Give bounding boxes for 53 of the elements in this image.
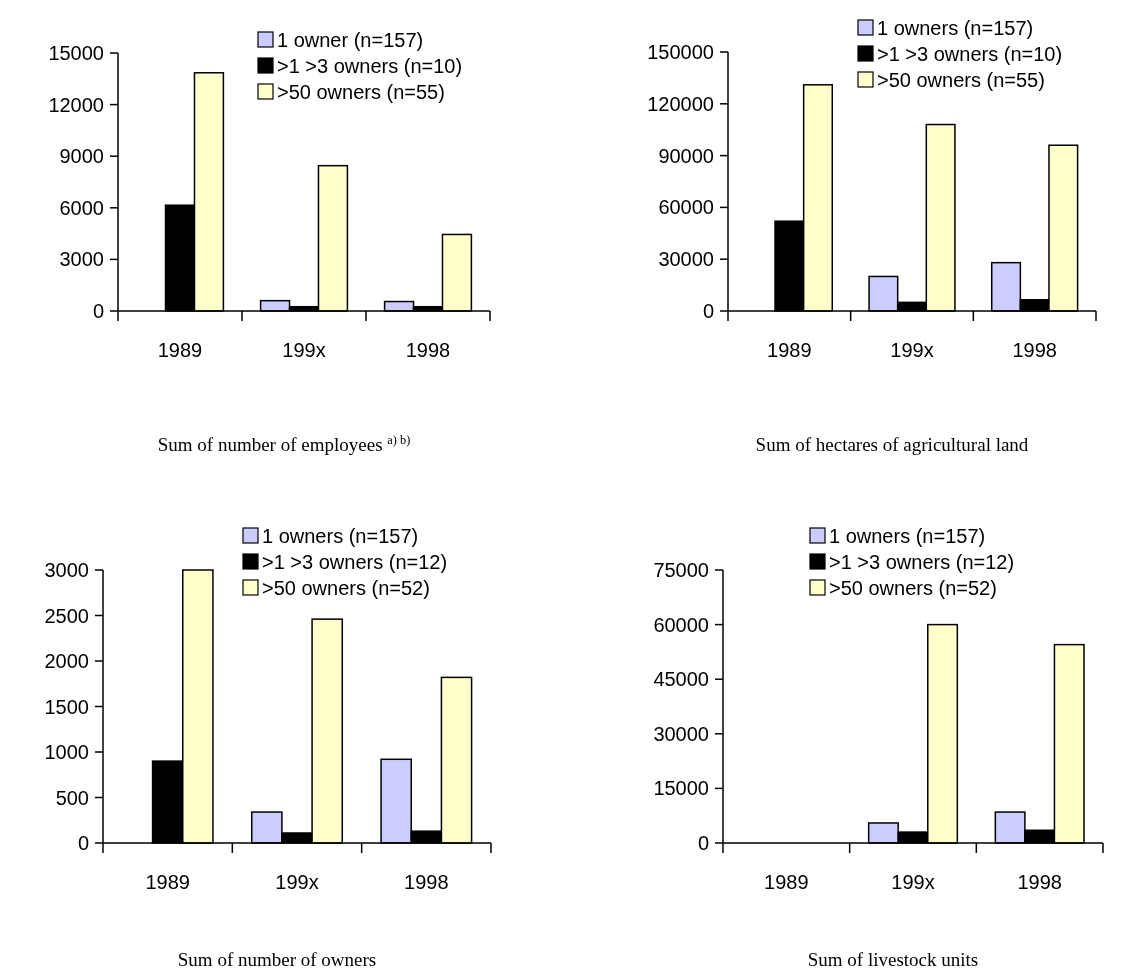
legend-label: 1 owner (n=157) <box>277 29 424 51</box>
legend-label: 1 owners (n=157) <box>877 17 1034 39</box>
x-tick-label: 199x <box>891 871 935 893</box>
y-tick-label: 15000 <box>653 777 709 800</box>
legend-label: >1 >3 owners (n=10) <box>877 43 1063 65</box>
y-tick-label: 2500 <box>44 604 89 627</box>
y-tick-label: 90000 <box>658 144 714 167</box>
x-tick-label: 1998 <box>1012 339 1057 361</box>
x-tick-label: 199x <box>890 339 934 361</box>
legend-label: >50 owners (n=55) <box>277 81 445 103</box>
y-tick-label: 30000 <box>658 248 714 271</box>
y-tick-label: 3000 <box>44 559 89 581</box>
legend-label: >1 >3 owners (n=12) <box>262 551 448 573</box>
y-tick-label: 1000 <box>44 741 89 763</box>
x-tick-label: 199x <box>275 871 319 893</box>
x-axis-title: Sum of number of employees $^{a) b)}$ <box>157 433 411 455</box>
y-tick-label: 0 <box>77 832 89 854</box>
y-tick-label: 15000 <box>48 42 104 64</box>
y-tick-label: 6000 <box>59 196 104 219</box>
y-tick-label: 3000 <box>59 248 104 271</box>
y-tick-label: 12000 <box>48 93 104 116</box>
x-tick-label: 1989 <box>764 871 809 893</box>
x-axis-title: Sum of livestock units <box>807 949 979 970</box>
legend-label: >50 owners (n=52) <box>829 577 997 599</box>
y-tick-label: 60000 <box>658 196 714 219</box>
y-tick-label: 45000 <box>653 668 709 691</box>
y-tick-label: 75000 <box>653 559 709 581</box>
x-axis-title: Sum of hectares of agricultural land <box>755 434 1029 455</box>
y-tick-label: 0 <box>697 832 709 854</box>
legend-label: >1 >3 owners (n=12) <box>829 551 1015 573</box>
x-axis-title: Sum of number of owners <box>177 949 377 970</box>
y-tick-label: 30000 <box>653 722 709 745</box>
x-tick-label: 1989 <box>767 339 812 361</box>
x-tick-label: 1998 <box>404 871 449 893</box>
y-tick-label: 0 <box>92 300 104 322</box>
y-tick-label: 0 <box>702 300 714 322</box>
y-tick-label: 120000 <box>647 92 714 115</box>
legend-label: 1 owners (n=157) <box>829 525 986 547</box>
x-tick-label: 1998 <box>405 339 451 361</box>
y-tick-label: 1500 <box>44 695 89 718</box>
legend-label: >50 owners (n=52) <box>262 577 430 599</box>
y-tick-label: 9000 <box>59 145 104 168</box>
x-tick-label: 199x <box>282 339 326 361</box>
y-tick-label: 2000 <box>44 650 89 672</box>
legend-label: >1 >3 owners (n=10) <box>277 55 463 77</box>
y-tick-label: 60000 <box>653 613 709 636</box>
legend-label: 1 owners (n=157) <box>262 525 419 547</box>
x-tick-label: 1989 <box>157 339 203 361</box>
y-tick-label: 150000 <box>647 41 714 63</box>
x-tick-label: 1998 <box>1017 871 1062 893</box>
y-tick-label: 500 <box>55 786 89 809</box>
legend-label: >50 owners (n=55) <box>877 69 1045 91</box>
x-tick-label: 1989 <box>145 871 190 893</box>
